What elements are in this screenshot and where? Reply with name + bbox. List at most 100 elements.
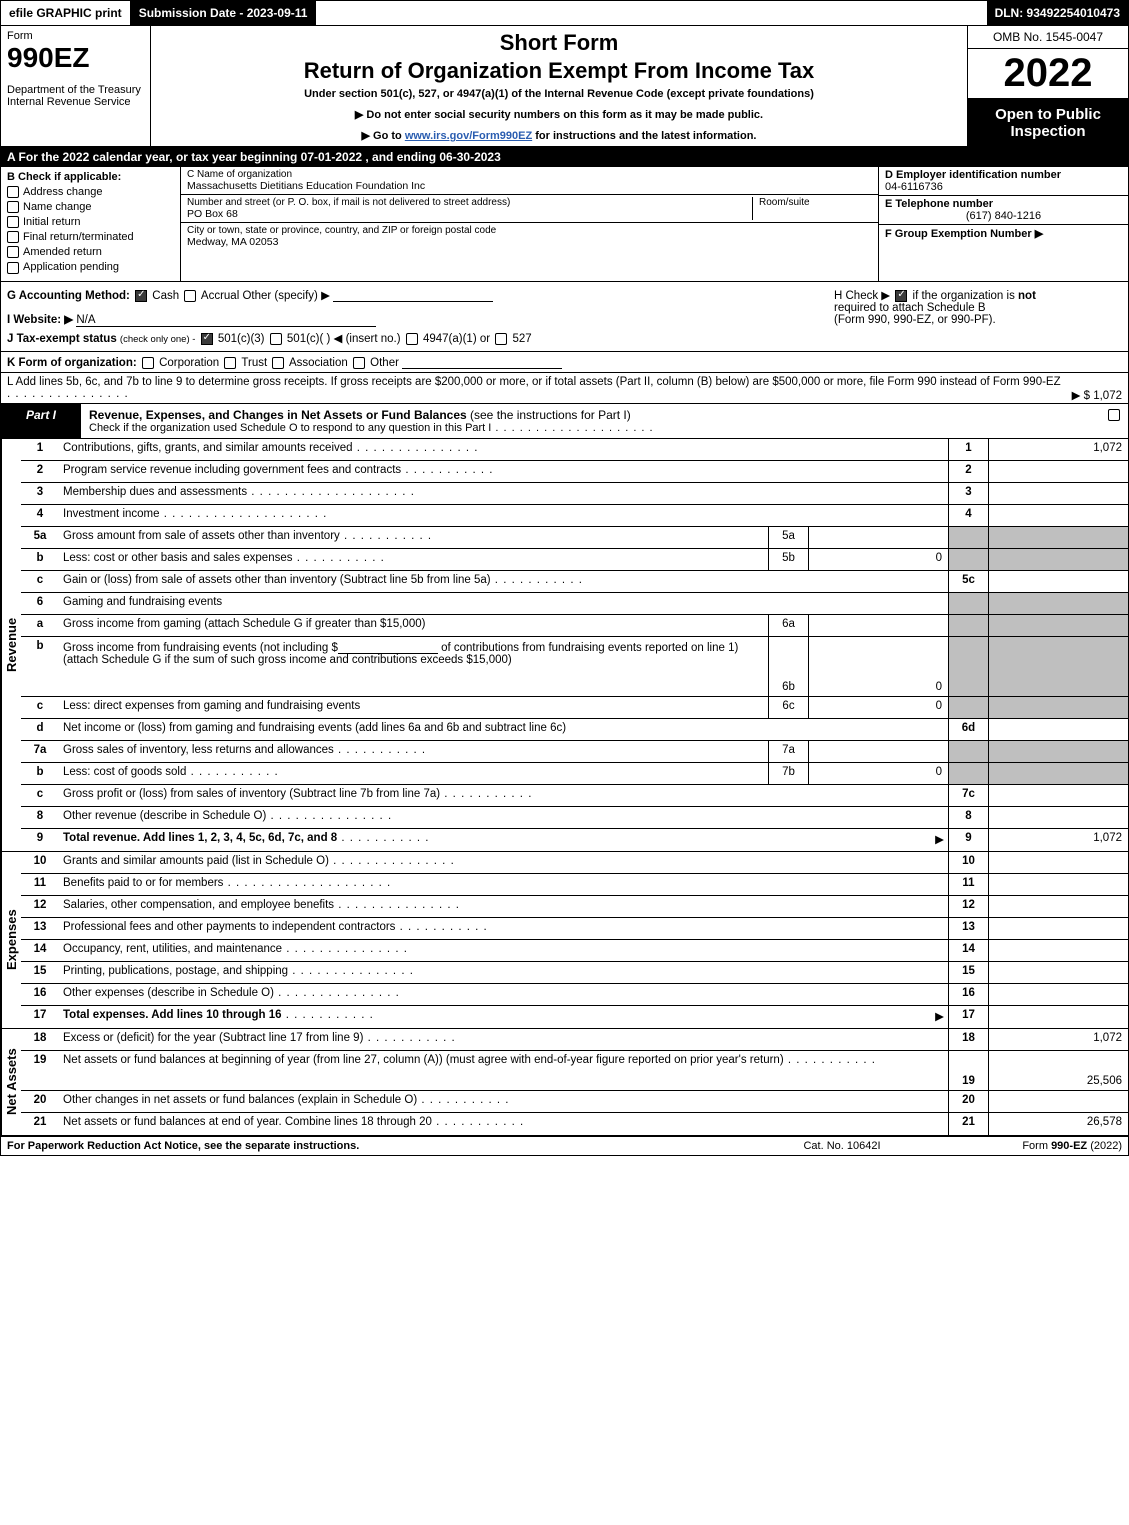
cb-other-org[interactable] <box>353 357 365 369</box>
c-city-label: City or town, state or province, country… <box>187 225 872 236</box>
cb-501c3[interactable] <box>201 333 213 345</box>
c-name-label: C Name of organization <box>187 169 872 180</box>
org-city: Medway, MA 02053 <box>187 236 872 248</box>
directive-1: ▶ Do not enter social security numbers o… <box>157 108 961 121</box>
line-7b: b Less: cost of goods sold 7b 0 <box>21 763 1128 785</box>
col-d-e-f: D Employer identification number 04-6116… <box>878 167 1128 281</box>
b-label: B Check if applicable: <box>7 171 174 183</box>
d-ein: D Employer identification number 04-6116… <box>879 167 1128 196</box>
c-addr-label: Number and street (or P. O. box, if mail… <box>187 197 752 208</box>
block-b-through-f: B Check if applicable: Address change Na… <box>0 167 1129 282</box>
line-7a: 7a Gross sales of inventory, less return… <box>21 741 1128 763</box>
h-check: H Check ▶ if the organization is not req… <box>828 282 1128 351</box>
dln: DLN: 93492254010473 <box>987 1 1128 25</box>
part1-title: Revenue, Expenses, and Changes in Net As… <box>81 404 1098 438</box>
line-19: 19 Net assets or fund balances at beginn… <box>21 1051 1128 1091</box>
tax-year: 2022 <box>968 49 1128 99</box>
line-5a: 5a Gross amount from sale of assets othe… <box>21 527 1128 549</box>
l-value: ▶ $ 1,072 <box>1072 388 1122 402</box>
efile-label[interactable]: efile GRAPHIC print <box>1 1 131 25</box>
revenue-vlabel: Revenue <box>1 439 21 851</box>
line-6a: a Gross income from gaming (attach Sched… <box>21 615 1128 637</box>
footer-right: Form 990-EZ (2022) <box>942 1140 1122 1152</box>
cb-501c[interactable] <box>270 333 282 345</box>
line-6d: d Net income or (loss) from gaming and f… <box>21 719 1128 741</box>
row-k: K Form of organization: Corporation Trus… <box>0 352 1129 373</box>
ein-value: 04-6116736 <box>885 181 1122 193</box>
cb-cash[interactable] <box>135 290 147 302</box>
short-form-title: Short Form <box>157 30 961 56</box>
line-16: 16 Other expenses (describe in Schedule … <box>21 984 1128 1006</box>
line-6c: c Less: direct expenses from gaming and … <box>21 697 1128 719</box>
netassets-vlabel: Net Assets <box>1 1029 21 1135</box>
g-accounting: G Accounting Method: Cash Accrual Other … <box>7 288 822 302</box>
d-label: D Employer identification number <box>885 169 1122 181</box>
part1-checkbox[interactable] <box>1098 404 1128 438</box>
j-small: (check only one) - <box>120 334 196 345</box>
line-2: 2 Program service revenue including gove… <box>21 461 1128 483</box>
line-3: 3 Membership dues and assessments 3 <box>21 483 1128 505</box>
omb-number: OMB No. 1545-0047 <box>968 26 1128 49</box>
cb-trust[interactable] <box>224 357 236 369</box>
top-bar: efile GRAPHIC print Submission Date - 20… <box>0 0 1129 26</box>
header-center: Short Form Return of Organization Exempt… <box>151 26 968 146</box>
cb-corp[interactable] <box>142 357 154 369</box>
block-g-h: G Accounting Method: Cash Accrual Other … <box>0 282 1129 352</box>
cb-accrual[interactable] <box>184 290 196 302</box>
netassets-section: Net Assets 18 Excess or (deficit) for th… <box>1 1029 1128 1135</box>
directive-2-pre: ▶ Go to <box>362 130 405 142</box>
i-label: I Website: ▶ <box>7 314 73 326</box>
cb-address-change[interactable]: Address change <box>7 186 174 198</box>
part1-header: Part I Revenue, Expenses, and Changes in… <box>0 404 1129 439</box>
cb-amended-return[interactable]: Amended return <box>7 246 174 258</box>
room-label: Room/suite <box>759 197 872 208</box>
expenses-rows: 10 Grants and similar amounts paid (list… <box>21 852 1128 1028</box>
c-city-row: City or town, state or province, country… <box>181 223 878 281</box>
org-address: PO Box 68 <box>187 208 752 220</box>
row-l: L Add lines 5b, 6c, and 7b to line 9 to … <box>0 373 1129 404</box>
e-label: E Telephone number <box>885 198 1122 210</box>
form-number: 990EZ <box>7 42 144 74</box>
cb-4947[interactable] <box>406 333 418 345</box>
directive-2-post: for instructions and the latest informat… <box>532 130 756 142</box>
line-13: 13 Professional fees and other payments … <box>21 918 1128 940</box>
line-6b: b Gross income from fundraising events (… <box>21 637 1128 697</box>
open-to-public: Open to Public Inspection <box>968 99 1128 146</box>
cb-527[interactable] <box>495 333 507 345</box>
irs-link[interactable]: www.irs.gov/Form990EZ <box>405 130 532 142</box>
other-org-field[interactable] <box>402 355 562 369</box>
c-org-name-row: C Name of organization Massachusetts Die… <box>181 167 878 195</box>
line-1: 1 Contributions, gifts, grants, and simi… <box>21 439 1128 461</box>
line-15: 15 Printing, publications, postage, and … <box>21 962 1128 984</box>
cb-final-return[interactable]: Final return/terminated <box>7 231 174 243</box>
page-footer: For Paperwork Reduction Act Notice, see … <box>0 1135 1129 1156</box>
line-21: 21 Net assets or fund balances at end of… <box>21 1113 1128 1135</box>
cb-name-change[interactable]: Name change <box>7 201 174 213</box>
cb-h[interactable] <box>895 290 907 302</box>
cb-assoc[interactable] <box>272 357 284 369</box>
line-20: 20 Other changes in net assets or fund b… <box>21 1091 1128 1113</box>
c-addr-row: Number and street (or P. O. box, if mail… <box>181 195 878 223</box>
header-right: OMB No. 1545-0047 2022 Open to Public In… <box>968 26 1128 146</box>
j-tax-exempt: J Tax-exempt status (check only one) - 5… <box>7 331 822 345</box>
expenses-vlabel: Expenses <box>1 852 21 1028</box>
cb-application-pending[interactable]: Application pending <box>7 261 174 273</box>
f-label: F Group Exemption Number ▶ <box>885 228 1043 240</box>
line-10: 10 Grants and similar amounts paid (list… <box>21 852 1128 874</box>
g-label: G Accounting Method: <box>7 290 130 302</box>
other-specify-field[interactable] <box>333 288 493 302</box>
revenue-rows: 1 Contributions, gifts, grants, and simi… <box>21 439 1128 851</box>
f-group-exemption: F Group Exemption Number ▶ <box>879 225 1128 242</box>
l-text: L Add lines 5b, 6c, and 7b to line 9 to … <box>7 376 1061 388</box>
i-website: I Website: ▶ N/A <box>7 312 822 327</box>
part1-check-text: Check if the organization used Schedule … <box>89 422 1090 434</box>
cb-initial-return[interactable]: Initial return <box>7 216 174 228</box>
line-11: 11 Benefits paid to or for members 11 <box>21 874 1128 896</box>
line-4: 4 Investment income 4 <box>21 505 1128 527</box>
col-c: C Name of organization Massachusetts Die… <box>181 167 878 281</box>
form-header: Form 990EZ Department of the Treasury In… <box>0 26 1129 147</box>
j-label: J Tax-exempt status <box>7 333 117 345</box>
revenue-section: Revenue 1 Contributions, gifts, grants, … <box>1 439 1128 852</box>
directive-2: ▶ Go to www.irs.gov/Form990EZ for instru… <box>157 129 961 142</box>
submission-date: Submission Date - 2023-09-11 <box>131 1 317 25</box>
